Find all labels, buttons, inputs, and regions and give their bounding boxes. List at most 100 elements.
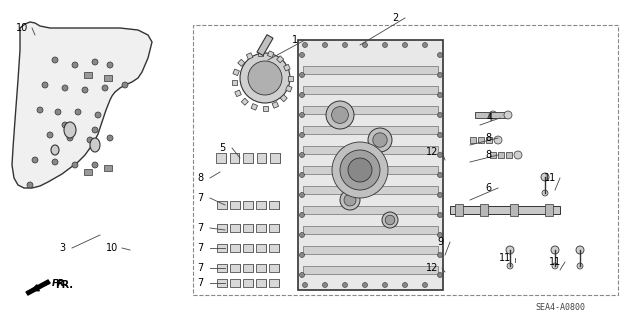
Bar — [257, 279, 266, 287]
Bar — [257, 35, 273, 56]
Bar — [235, 90, 241, 97]
Circle shape — [342, 283, 348, 287]
Circle shape — [577, 263, 583, 269]
Circle shape — [362, 42, 367, 48]
Bar — [269, 224, 278, 232]
Circle shape — [240, 53, 290, 103]
Bar — [545, 204, 553, 216]
Circle shape — [403, 283, 408, 287]
Bar — [232, 80, 237, 85]
Circle shape — [542, 190, 548, 196]
Bar — [218, 279, 227, 287]
Circle shape — [300, 212, 305, 218]
Bar — [470, 137, 476, 143]
Bar — [230, 224, 239, 232]
Circle shape — [300, 192, 305, 197]
Bar — [298, 40, 443, 290]
Circle shape — [438, 113, 442, 117]
Ellipse shape — [90, 138, 100, 152]
Circle shape — [504, 111, 512, 119]
Text: 11: 11 — [499, 253, 511, 263]
Circle shape — [37, 107, 43, 113]
Circle shape — [438, 93, 442, 98]
Circle shape — [55, 109, 61, 115]
Text: 10: 10 — [16, 23, 28, 33]
Bar — [246, 53, 253, 59]
Text: 11: 11 — [544, 173, 556, 183]
Text: 10: 10 — [106, 243, 118, 253]
Bar — [303, 126, 438, 134]
Bar — [475, 112, 493, 118]
Bar — [243, 201, 253, 209]
Circle shape — [438, 272, 442, 278]
Text: 12: 12 — [426, 147, 438, 157]
Polygon shape — [12, 22, 152, 188]
Bar — [218, 244, 227, 252]
Bar — [218, 264, 227, 272]
Bar — [257, 50, 262, 56]
Bar — [230, 201, 239, 209]
Circle shape — [92, 59, 98, 65]
Bar — [257, 153, 266, 163]
Text: 12: 12 — [426, 263, 438, 273]
Text: FR.: FR. — [52, 279, 68, 288]
Circle shape — [340, 190, 360, 210]
Circle shape — [551, 246, 559, 254]
Circle shape — [52, 159, 58, 165]
Bar — [262, 106, 268, 110]
Bar — [230, 244, 239, 252]
Circle shape — [62, 122, 68, 128]
Bar — [233, 69, 239, 76]
Circle shape — [75, 109, 81, 115]
Bar — [285, 85, 292, 92]
Circle shape — [27, 182, 33, 188]
Bar — [303, 106, 438, 114]
Text: 6: 6 — [485, 183, 491, 193]
Circle shape — [122, 82, 128, 88]
Text: SEA4-A0800: SEA4-A0800 — [535, 303, 585, 313]
Text: 1: 1 — [292, 35, 298, 45]
Circle shape — [52, 57, 58, 63]
Bar — [104, 165, 112, 171]
Bar — [269, 244, 278, 252]
Bar — [257, 201, 266, 209]
Circle shape — [332, 142, 388, 198]
Circle shape — [489, 111, 497, 119]
Circle shape — [303, 42, 307, 48]
Circle shape — [300, 72, 305, 78]
Circle shape — [72, 162, 78, 168]
Circle shape — [344, 194, 356, 206]
Circle shape — [62, 85, 68, 91]
Circle shape — [385, 215, 395, 225]
Circle shape — [67, 135, 73, 141]
Circle shape — [438, 173, 442, 177]
Bar — [243, 244, 253, 252]
Text: 4: 4 — [487, 113, 493, 123]
Text: 3: 3 — [59, 243, 65, 253]
Circle shape — [438, 72, 442, 78]
Bar — [303, 166, 438, 174]
Bar — [84, 169, 92, 175]
Circle shape — [303, 283, 307, 287]
Circle shape — [372, 133, 387, 147]
Bar — [303, 66, 438, 74]
Circle shape — [403, 42, 408, 48]
Circle shape — [422, 283, 428, 287]
Bar — [510, 204, 518, 216]
Text: 7: 7 — [197, 193, 203, 203]
Text: 9: 9 — [437, 237, 443, 247]
Circle shape — [438, 212, 442, 218]
Text: 8: 8 — [485, 133, 491, 143]
Bar — [486, 137, 492, 143]
Bar — [303, 146, 438, 154]
Circle shape — [506, 246, 514, 254]
Bar — [218, 201, 227, 209]
Text: 2: 2 — [392, 13, 398, 23]
Bar — [303, 206, 438, 214]
Circle shape — [32, 157, 38, 163]
Circle shape — [422, 42, 428, 48]
Bar — [303, 86, 438, 94]
Bar — [193, 25, 618, 295]
Circle shape — [438, 152, 442, 158]
Bar — [284, 64, 290, 71]
